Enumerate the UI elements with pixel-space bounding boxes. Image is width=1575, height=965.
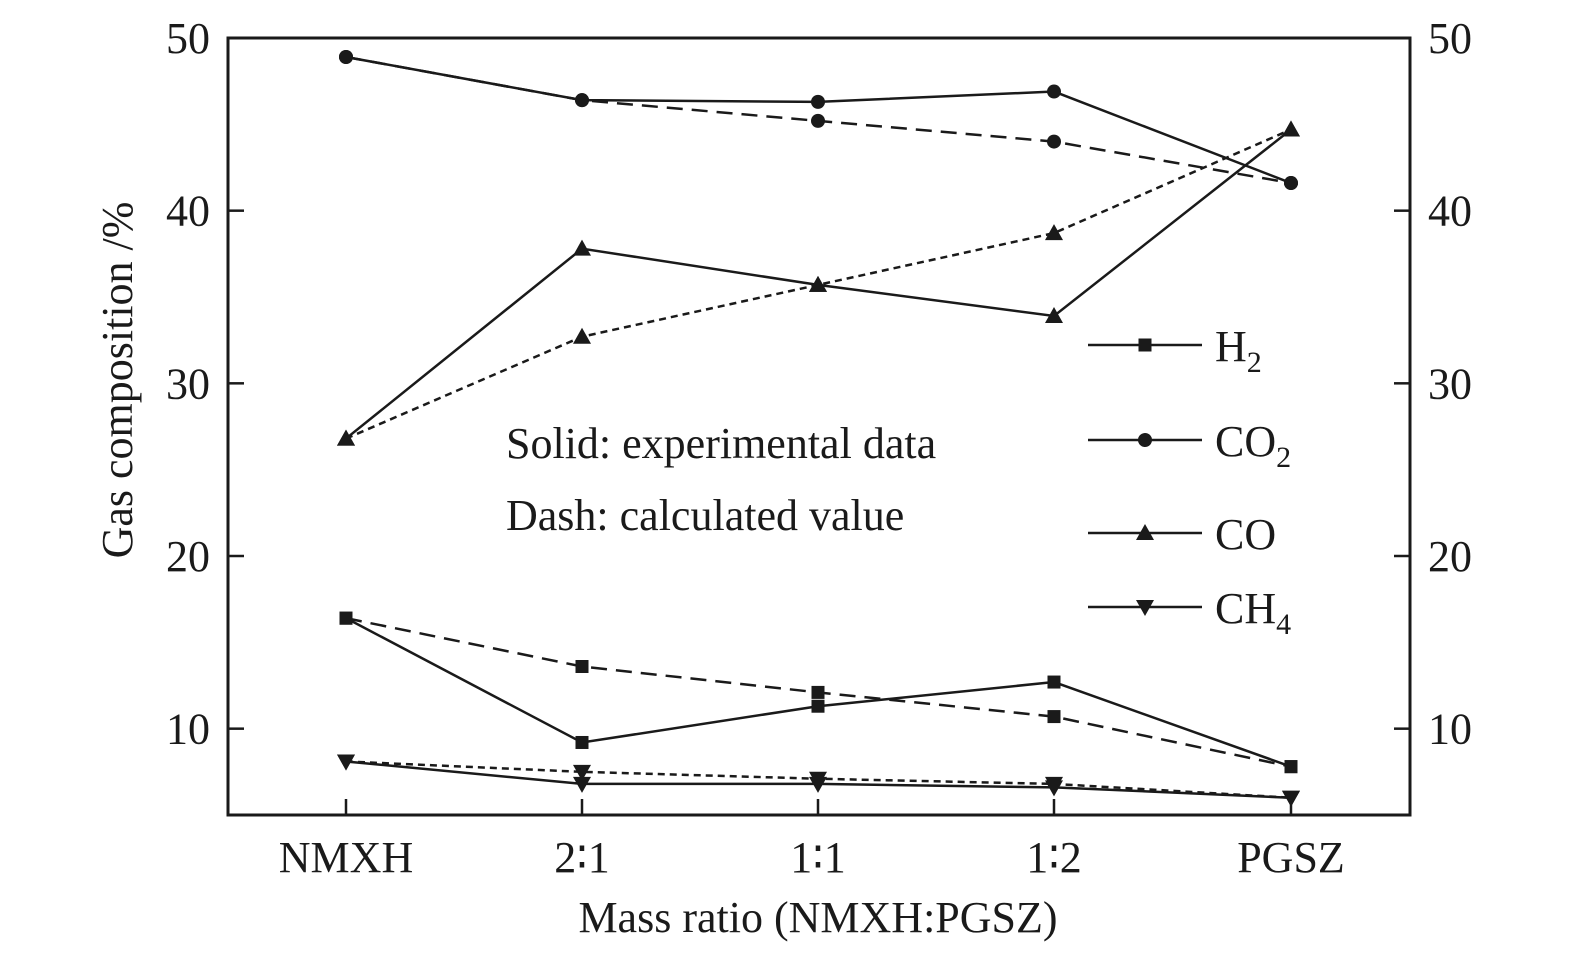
data-point-co-dashed xyxy=(1284,176,1298,191)
y-axis-label: Gas composition /% xyxy=(93,202,142,559)
legend-label: CO xyxy=(1215,510,1276,559)
data-point-h-solid xyxy=(575,735,589,749)
data-point-h-solid xyxy=(811,699,825,713)
data-point-co-solid xyxy=(573,239,591,256)
data-point-co-solid xyxy=(1047,84,1061,99)
x-tick-label: 2∶1 xyxy=(554,833,609,882)
data-point-h-dashed xyxy=(811,685,825,699)
data-point-co-dashed xyxy=(1047,134,1061,149)
data-point-co-dashed xyxy=(1045,224,1063,241)
data-point-co-dashed xyxy=(811,113,825,128)
data-point-h-dashed xyxy=(575,660,589,674)
data-point-co-dashed xyxy=(809,275,827,292)
y-tick-label-left: 50 xyxy=(166,14,210,63)
legend-item-co: CO xyxy=(1088,510,1276,559)
annotation-note: Solid: experimental data xyxy=(506,419,936,468)
data-point-h-solid xyxy=(1047,675,1061,689)
data-point-ch-dashed xyxy=(1282,790,1300,807)
data-point-co-dashed xyxy=(1282,120,1300,137)
y-tick-label-right: 10 xyxy=(1428,705,1472,754)
annotation-note: Dash: calculated value xyxy=(506,491,904,540)
data-point-h-dashed xyxy=(339,611,353,625)
x-tick-label: 1∶2 xyxy=(1026,833,1081,882)
x-axis-label: Mass ratio (NMXH:PGSZ) xyxy=(578,893,1057,942)
y-tick-label-left: 30 xyxy=(166,359,210,408)
series-co-dashed xyxy=(339,49,1298,191)
data-point-co-solid xyxy=(811,94,825,109)
data-point-h-dashed xyxy=(1284,760,1298,774)
data-point-ch-dashed xyxy=(573,764,591,781)
legend-marker xyxy=(1138,338,1152,352)
y-tick-label-right: 30 xyxy=(1428,359,1472,408)
series-co-dashed xyxy=(337,120,1300,446)
data-point-ch-solid xyxy=(573,776,591,793)
data-point-ch-dashed xyxy=(1045,776,1063,793)
series-h-dashed xyxy=(339,611,1298,774)
legend-item-co2: CO2 xyxy=(1088,417,1291,474)
data-point-co-dashed xyxy=(337,429,355,446)
legend-label: CO2 xyxy=(1215,417,1291,474)
data-point-co-solid xyxy=(1045,306,1063,323)
legend-marker xyxy=(1138,433,1152,447)
data-point-h-dashed xyxy=(1047,710,1061,724)
y-tick-label-right: 40 xyxy=(1428,187,1472,236)
data-point-co-dashed xyxy=(575,93,589,108)
data-point-co-dashed xyxy=(573,327,591,344)
legend-marker xyxy=(1136,524,1154,540)
legend-label: CH4 xyxy=(1215,584,1291,641)
x-tick-label: 1∶1 xyxy=(790,833,845,882)
y-tick-label-right: 20 xyxy=(1428,532,1472,581)
y-tick-label-left: 10 xyxy=(166,705,210,754)
data-point-co-dashed xyxy=(339,49,353,64)
legend-item-h2: H2 xyxy=(1088,322,1262,379)
x-tick-label: PGSZ xyxy=(1237,833,1345,882)
legend-label: H2 xyxy=(1215,322,1262,379)
legend-item-ch4: CH4 xyxy=(1088,584,1291,641)
y-tick-label-left: 20 xyxy=(166,532,210,581)
y-tick-label-left: 40 xyxy=(166,187,210,236)
x-tick-label: NMXH xyxy=(279,833,413,882)
data-point-ch-dashed xyxy=(337,754,355,771)
data-point-ch-dashed xyxy=(809,771,827,788)
legend-marker xyxy=(1136,600,1154,616)
y-tick-label-right: 50 xyxy=(1428,14,1472,63)
series-ch-dashed xyxy=(337,754,1300,807)
